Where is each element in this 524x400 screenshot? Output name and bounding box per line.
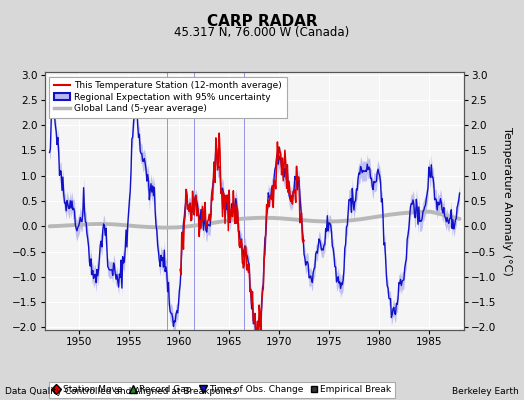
- Text: Data Quality Controlled and Aligned at Breakpoints: Data Quality Controlled and Aligned at B…: [5, 387, 237, 396]
- Text: CARP RADAR: CARP RADAR: [206, 14, 318, 29]
- Text: Berkeley Earth: Berkeley Earth: [452, 387, 519, 396]
- Legend: Station Move, Record Gap, Time of Obs. Change, Empirical Break: Station Move, Record Gap, Time of Obs. C…: [49, 382, 395, 398]
- Y-axis label: Temperature Anomaly (°C): Temperature Anomaly (°C): [501, 127, 511, 275]
- Text: 45.317 N, 76.000 W (Canada): 45.317 N, 76.000 W (Canada): [174, 26, 350, 39]
